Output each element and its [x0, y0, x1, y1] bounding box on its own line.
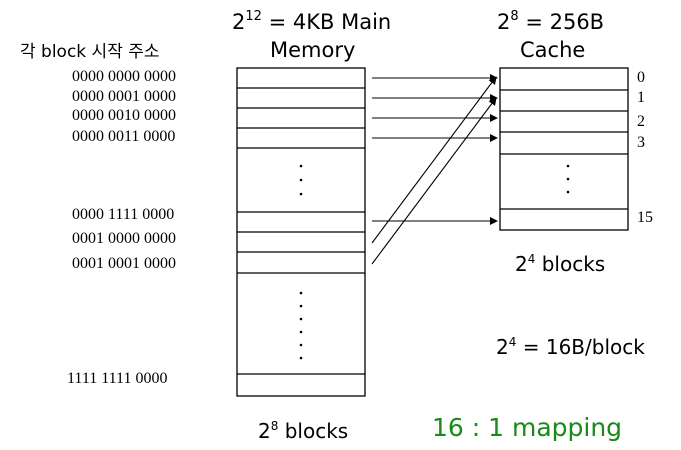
mapping-arrows: [371, 74, 498, 265]
memory-block-count: 28 blocks: [258, 419, 349, 443]
cache-block-count: 24 blocks: [515, 252, 606, 276]
block-address-label: 0000 1111 0000: [72, 206, 175, 223]
memory-title: 212 = 4KB Main: [232, 9, 392, 34]
mapping-arrow-diagonal: [371, 97, 497, 265]
block-address-label: 0001 0001 0000: [72, 255, 176, 272]
block-address-label: 0001 0000 0000: [72, 230, 176, 247]
cache-index-label: 0: [637, 69, 645, 86]
cache-index-label: 15: [637, 209, 653, 226]
block-address-label: 0000 0001 0000: [72, 88, 176, 105]
cache-column: [499, 67, 629, 231]
cache-title-line2: Cache: [520, 38, 586, 62]
block-address-label: 0000 0011 0000: [72, 128, 176, 145]
cache-ellipsis: [566, 164, 570, 194]
block-size-label: 24 = 16B/block: [496, 335, 645, 359]
cache-column-outline: [499, 67, 629, 231]
mapping-ratio-label: 16 : 1 mapping: [432, 413, 623, 442]
main-memory-column: [236, 67, 366, 397]
cache-index-label: 3: [637, 134, 645, 151]
cache-title: 28 = 256B: [497, 9, 605, 34]
block-address-label: 0000 0000 0000: [72, 68, 176, 85]
mapping-arrow-diagonal: [371, 76, 497, 244]
cache-index-label: 2: [637, 113, 645, 130]
memory-title-line2: Memory: [270, 38, 356, 62]
memory-ellipsis-upper: [299, 164, 303, 196]
block-address-label: 0000 0010 0000: [72, 107, 176, 124]
address-column-header: 각 block 시작 주소: [20, 42, 160, 62]
block-address-label: 1111 1111 0000: [67, 370, 168, 387]
cache-index-label: 1: [637, 89, 645, 106]
memory-ellipsis-lower: [299, 291, 303, 360]
